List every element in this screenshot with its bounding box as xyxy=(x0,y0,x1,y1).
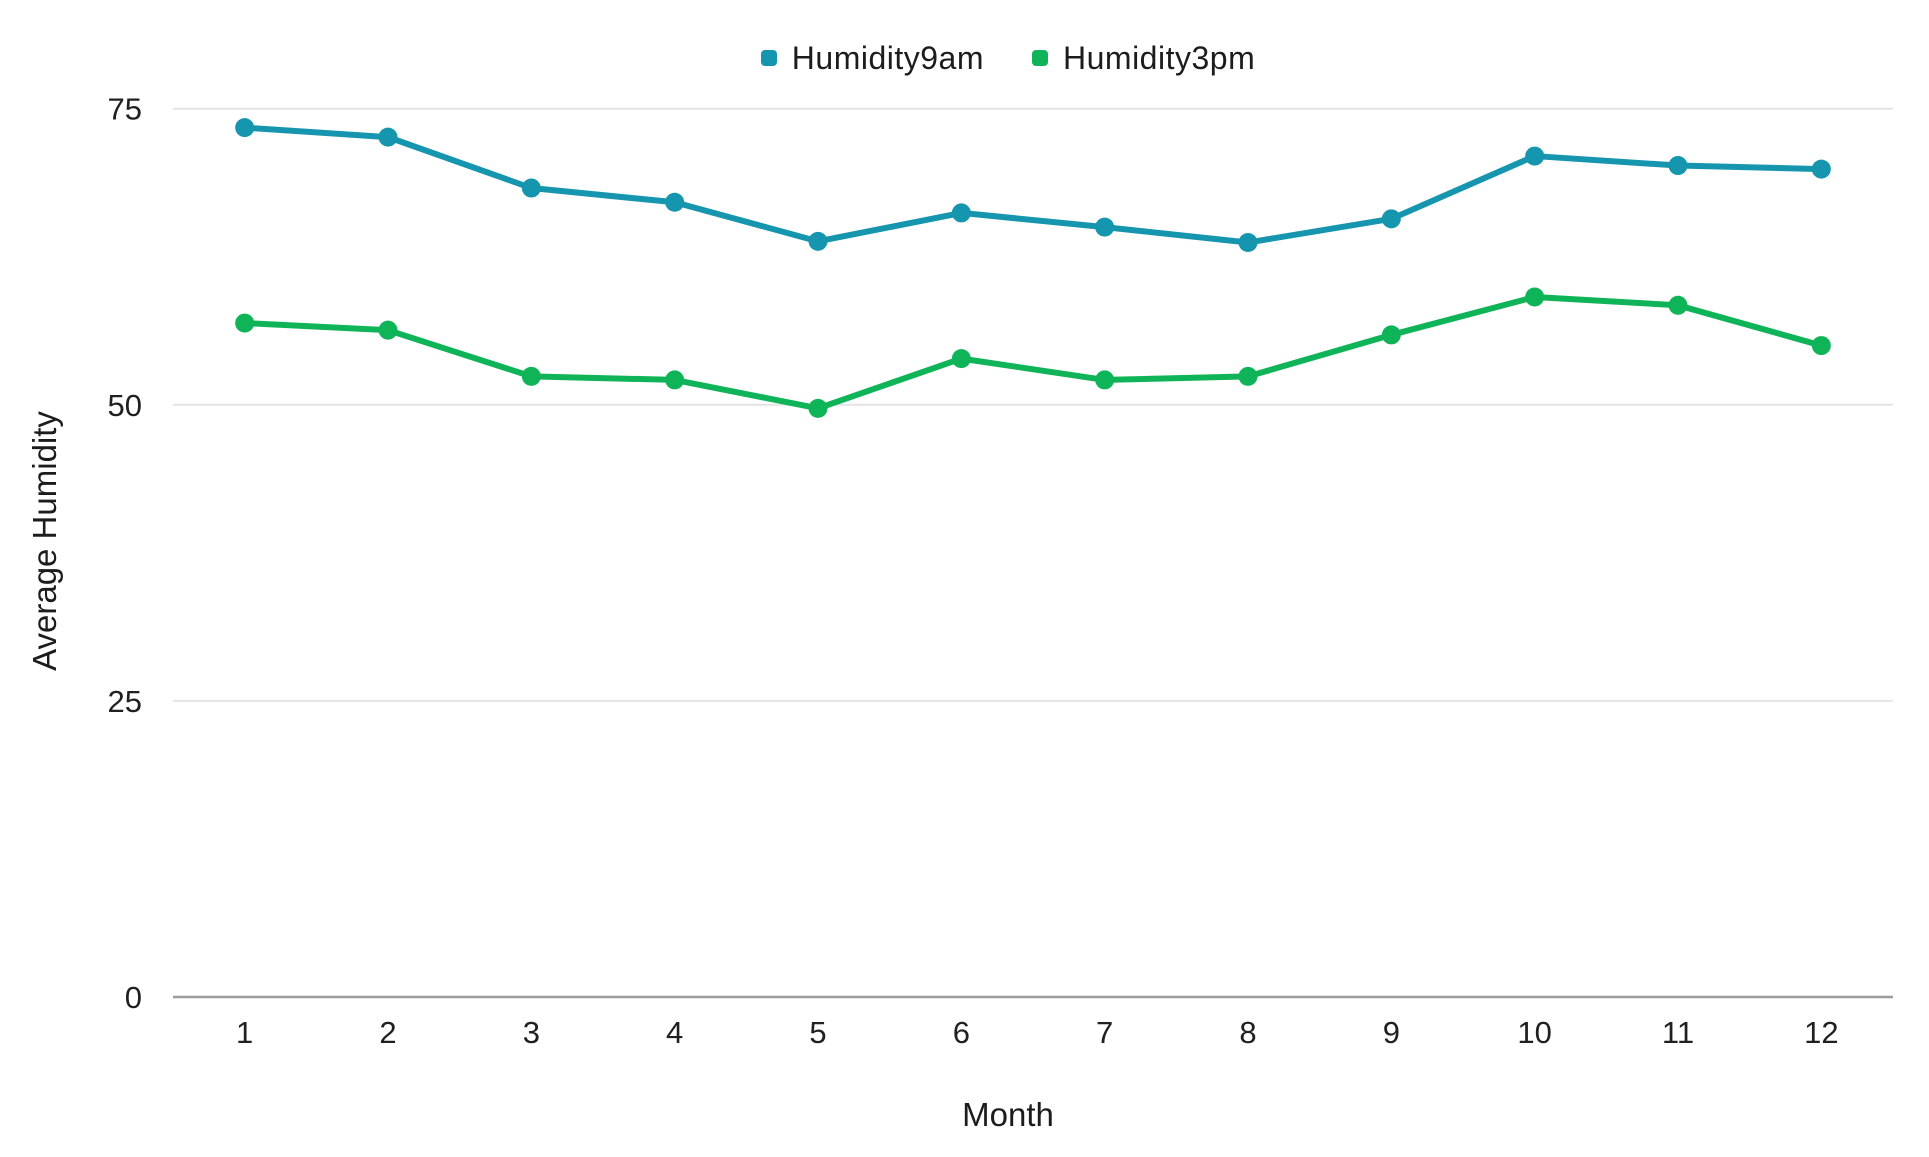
legend-label-humidity3pm: Humidity3pm xyxy=(1063,39,1256,76)
legend-label-humidity9am: Humidity9am xyxy=(791,39,984,76)
x-tick-label: 8 xyxy=(1239,1015,1256,1050)
data-point-humidity3pm-month-12[interactable] xyxy=(1811,336,1831,356)
x-tick-label: 10 xyxy=(1517,1015,1551,1050)
series-line-humidity3pm xyxy=(241,294,1825,412)
data-point-humidity3pm-month-11[interactable] xyxy=(1668,295,1688,315)
data-point-humidity3pm-month-3[interactable] xyxy=(521,366,541,386)
x-tick-label: 9 xyxy=(1383,1015,1400,1050)
data-point-humidity3pm-month-1[interactable] xyxy=(235,313,255,333)
data-point-humidity9am-month-9[interactable] xyxy=(1381,209,1401,229)
y-tick-label: 25 xyxy=(108,684,142,719)
data-point-humidity3pm-month-9[interactable] xyxy=(1381,325,1401,345)
y-tick-label: 50 xyxy=(108,388,142,423)
data-point-humidity9am-month-10[interactable] xyxy=(1525,146,1545,166)
y-tick-label: 0 xyxy=(125,980,142,1015)
legend-item-humidity9am[interactable]: Humidity9am xyxy=(760,39,984,77)
x-axis-title: Month xyxy=(962,1096,1054,1133)
data-point-humidity9am-month-4[interactable] xyxy=(665,192,685,212)
x-tick-label: 2 xyxy=(379,1015,396,1050)
x-tick-label: 3 xyxy=(523,1015,540,1050)
data-point-humidity3pm-month-2[interactable] xyxy=(378,320,398,340)
data-point-humidity3pm-month-7[interactable] xyxy=(1095,370,1115,390)
data-point-humidity9am-month-12[interactable] xyxy=(1811,159,1831,179)
data-point-humidity3pm-month-10[interactable] xyxy=(1525,287,1545,307)
x-tick-label: 12 xyxy=(1804,1015,1838,1050)
data-point-humidity9am-month-6[interactable] xyxy=(951,203,971,223)
data-point-humidity9am-month-2[interactable] xyxy=(378,127,398,147)
x-tick-label: 11 xyxy=(1662,1015,1694,1050)
y-axis-title: Average Humidity xyxy=(26,411,63,671)
x-tick-label: 4 xyxy=(666,1015,683,1050)
data-point-humidity9am-month-3[interactable] xyxy=(521,178,541,198)
x-tick-label: 5 xyxy=(809,1015,826,1050)
data-point-humidity3pm-month-8[interactable] xyxy=(1238,366,1258,386)
legend-swatch-humidity9am-icon xyxy=(760,50,777,66)
chart-legend: Humidity9am Humidity3pm xyxy=(173,38,1843,78)
data-point-humidity9am-month-8[interactable] xyxy=(1238,233,1258,253)
legend-item-humidity3pm[interactable]: Humidity3pm xyxy=(1032,40,1255,77)
data-point-humidity9am-month-11[interactable] xyxy=(1668,156,1688,176)
x-tick-label: 1 xyxy=(236,1015,253,1050)
data-point-humidity3pm-month-5[interactable] xyxy=(808,398,828,418)
data-point-humidity9am-month-7[interactable] xyxy=(1095,217,1115,237)
data-point-humidity9am-month-5[interactable] xyxy=(808,231,828,251)
data-point-humidity9am-month-1[interactable] xyxy=(235,118,255,138)
x-tick-label: 7 xyxy=(1096,1015,1113,1050)
series-line-humidity9am xyxy=(241,124,1825,246)
data-point-humidity3pm-month-6[interactable] xyxy=(951,349,971,369)
data-point-humidity3pm-month-4[interactable] xyxy=(665,370,685,390)
legend-swatch-humidity3pm-icon xyxy=(1032,50,1048,66)
y-tick-label: 75 xyxy=(108,92,142,127)
x-tick-label: 6 xyxy=(953,1015,970,1050)
